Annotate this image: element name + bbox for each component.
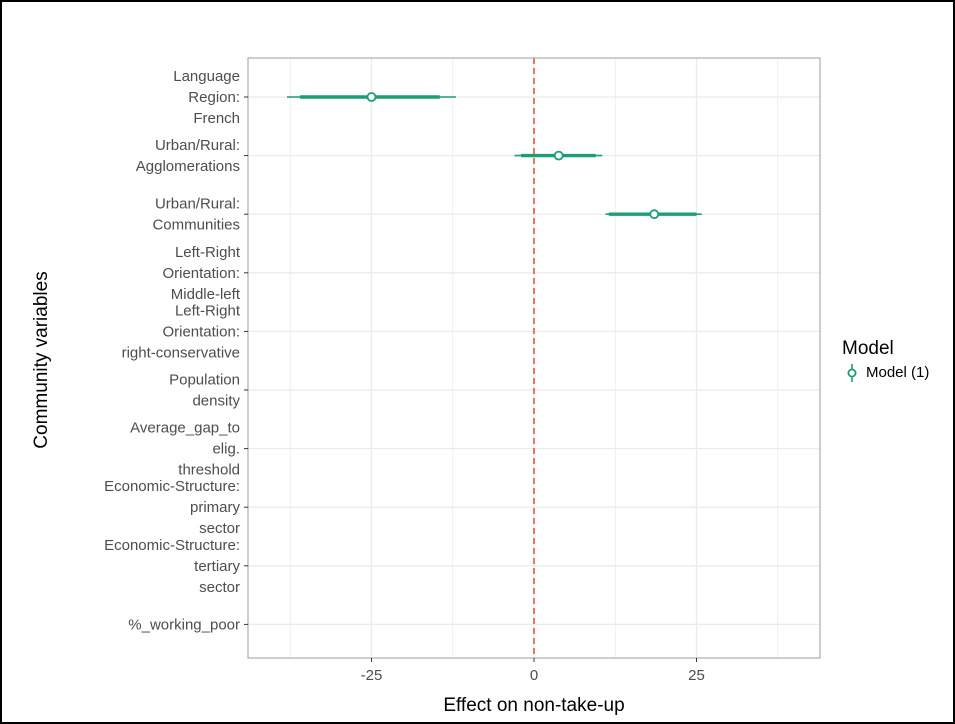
x-axis: -25 0 25 (361, 658, 705, 684)
estimate-point (553, 150, 564, 161)
x-tick-label: 0 (530, 667, 538, 684)
y-tick-label: Language Region: French (173, 68, 240, 127)
legend: Model Model (1) (842, 338, 929, 382)
y-tick-label: Economic-Structure: tertiary sector (104, 537, 240, 596)
y-tick-label: Urban/Rural: Agglomerations (136, 137, 240, 175)
y-tick-label: Economic-Structure: primary sector (104, 478, 240, 537)
legend-key-point (847, 368, 857, 378)
y-tick-label: Urban/Rural: Communities (152, 196, 240, 234)
estimate-point (649, 209, 660, 220)
y-axis: Language Region: French Urban/Rural: Agglome… (104, 68, 248, 633)
x-tick-label: -25 (361, 667, 383, 684)
y-tick-label: Population density (169, 372, 240, 410)
y-axis-title: Community variables (31, 271, 52, 448)
y-tick-label: %_working_poor (128, 616, 240, 633)
legend-label-model-1: Model (1) (866, 364, 929, 381)
legend-title: Model (842, 338, 894, 359)
data-layer (287, 92, 702, 220)
legend-key-model-1 (847, 364, 857, 382)
y-tick-label: Left-Right Orientation: right-conservative (122, 302, 241, 361)
estimate-point (366, 92, 377, 102)
x-axis-title: Effect on non-take-up (443, 695, 624, 716)
y-tick-label: Average_gap_to elig. threshold (130, 420, 240, 479)
y-tick-label: Left-Right Orientation: Middle-left (162, 244, 240, 303)
x-tick-label: 25 (688, 667, 705, 684)
